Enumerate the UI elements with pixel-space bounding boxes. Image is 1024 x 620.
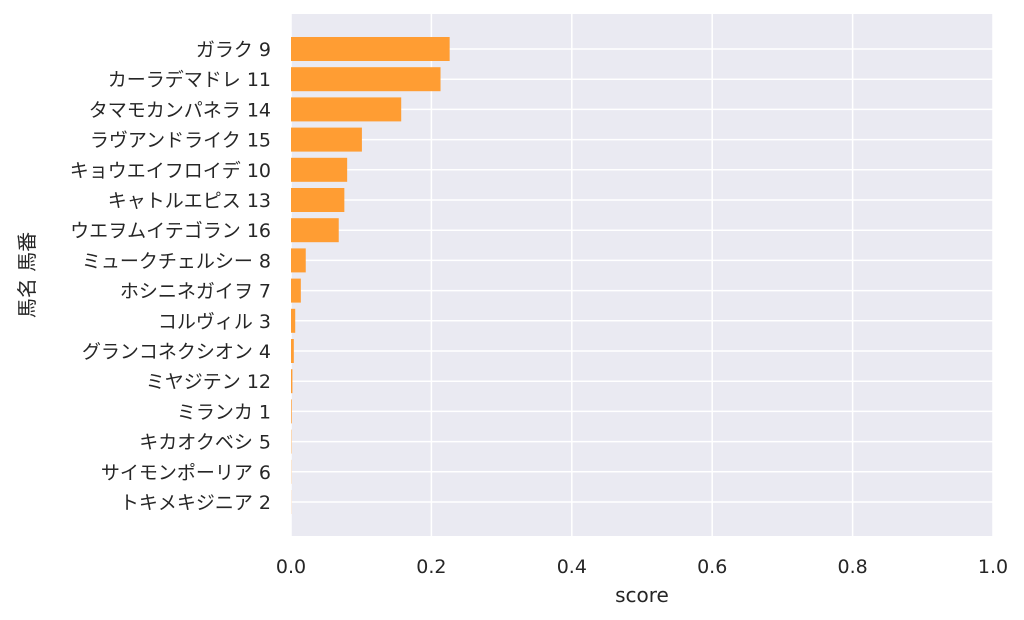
y-axis-label: 馬名 馬番 (15, 232, 39, 318)
bar-8 (291, 278, 301, 303)
y-tick-label-3: ラヴアンドライク 15 (90, 130, 271, 152)
y-tick-label-14: サイモンポーリア 6 (101, 462, 271, 484)
y-tick-label-13: キカオクベシ 5 (139, 432, 271, 454)
x-tick-label-4: 0.8 (837, 556, 867, 578)
y-tick-label-4: キョウエイフロイデ 10 (70, 160, 271, 182)
bar-2 (291, 97, 402, 122)
x-tick-label-1: 0.2 (416, 556, 446, 578)
plot-background (291, 14, 993, 536)
bar-10 (291, 339, 294, 363)
grid-lines (290, 14, 994, 536)
y-tick-label-11: ミヤジテン 12 (146, 371, 271, 393)
y-tick-label-12: ミランカ 1 (177, 401, 271, 423)
y-tick-label-5: キャトルエピス 13 (108, 190, 271, 212)
x-tick-labels: 0.0 0.2 0.4 0.6 0.8 1.0 (276, 556, 1008, 578)
bar-11 (291, 369, 293, 394)
y-tick-label-7: ミュークチェルシー 8 (82, 250, 271, 272)
y-tick-label-8: ホシニネガイヲ 7 (120, 281, 271, 303)
bar-4 (291, 157, 348, 182)
y-tick-label-2: タマモカンパネラ 14 (89, 99, 271, 121)
y-tick-label-15: トキメキジニア 2 (120, 492, 271, 514)
bars (291, 37, 450, 514)
bar-0 (291, 37, 450, 61)
bar-1 (291, 67, 441, 92)
y-tick-label-1: カーラデマドレ 11 (108, 69, 271, 91)
x-tick-label-2: 0.4 (557, 556, 587, 578)
bar-9 (291, 308, 296, 333)
bar-7 (291, 248, 306, 273)
x-axis-label: score (615, 583, 669, 607)
y-tick-label-0: ガラク 9 (196, 39, 271, 61)
y-tick-label-6: ウエヲムイテゴラン 16 (70, 220, 271, 242)
bar-5 (291, 188, 345, 212)
x-tick-label-5: 1.0 (978, 556, 1008, 578)
bar-6 (291, 218, 339, 243)
bar-3 (291, 127, 362, 152)
x-tick-label-0: 0.0 (276, 556, 306, 578)
y-tick-label-10: グランコネクシオン 4 (82, 341, 271, 363)
y-tick-label-9: コルヴィル 3 (158, 311, 271, 333)
x-tick-label-3: 0.6 (697, 556, 727, 578)
bar-12 (291, 399, 292, 424)
y-tick-labels: ガラク 9 カーラデマドレ 11 タマモカンパネラ 14 ラヴアンドライク 15 キョウ… (70, 39, 271, 514)
